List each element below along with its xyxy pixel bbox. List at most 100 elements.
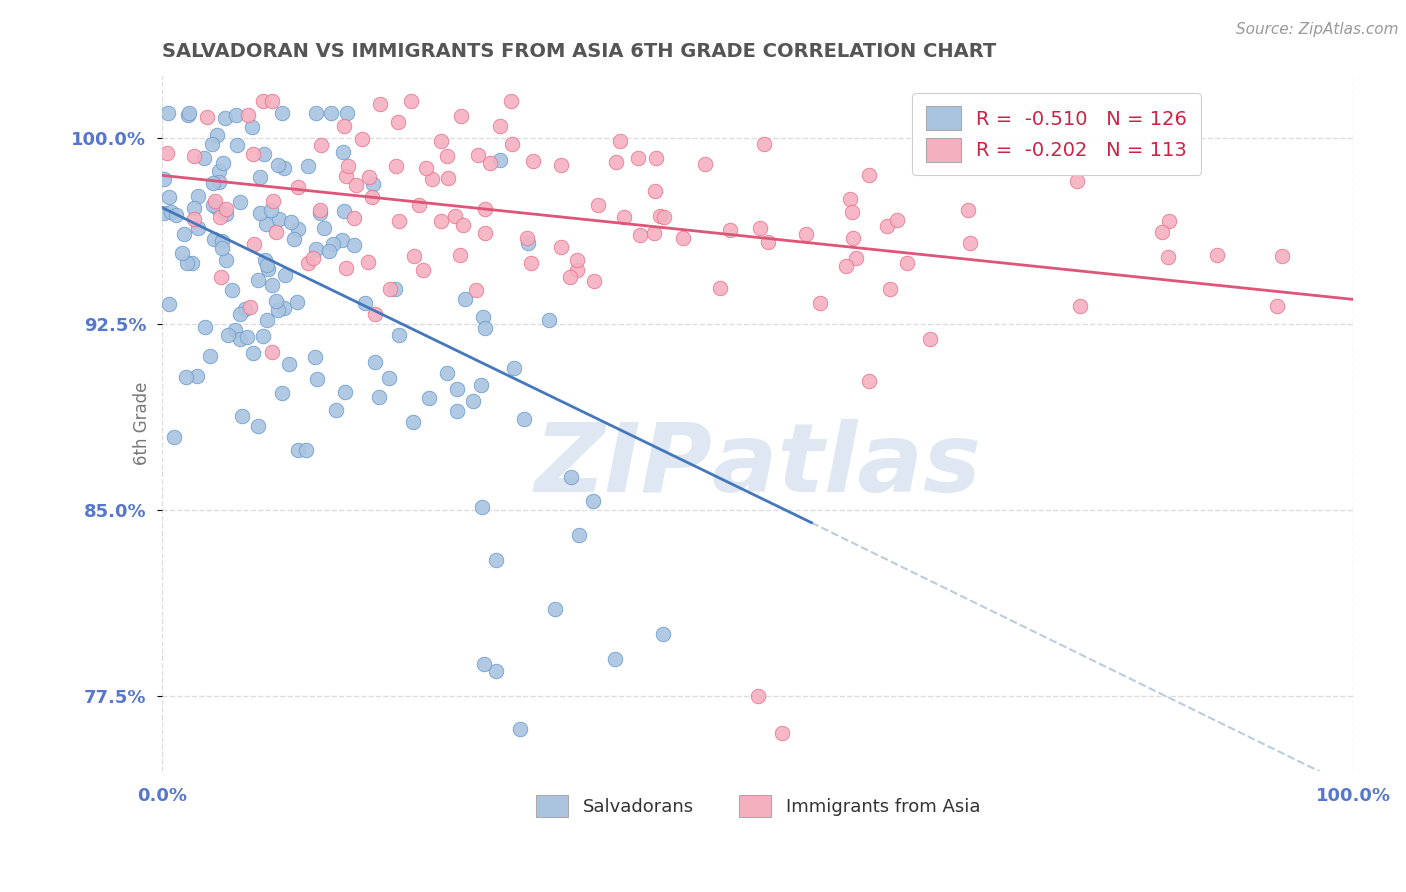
Point	[471, 500, 494, 515]
Point	[644, 184, 666, 198]
Point	[194, 319, 217, 334]
Point	[187, 189, 209, 203]
Point	[332, 145, 354, 159]
Point	[307, 372, 329, 386]
Point	[501, 137, 523, 152]
Point	[304, 351, 326, 365]
Point	[267, 212, 290, 227]
Point	[467, 148, 489, 162]
Point	[325, 403, 347, 417]
Point	[229, 332, 252, 346]
Point	[267, 302, 290, 317]
Point	[538, 313, 561, 327]
Point	[204, 200, 226, 214]
Point	[297, 256, 319, 270]
Point	[201, 176, 224, 190]
Point	[609, 134, 631, 148]
Point	[344, 178, 367, 192]
Point	[1205, 248, 1227, 262]
Point	[208, 211, 231, 225]
Point	[886, 213, 908, 227]
Point	[839, 192, 862, 206]
Point	[174, 370, 197, 384]
Point	[173, 227, 195, 242]
Point	[233, 301, 256, 316]
Point	[160, 204, 183, 219]
Text: Source: ZipAtlas.com: Source: ZipAtlas.com	[1236, 22, 1399, 37]
Point	[808, 295, 831, 310]
Point	[273, 161, 295, 175]
Point	[844, 251, 866, 265]
Point	[550, 239, 572, 253]
Point	[204, 194, 226, 208]
Point	[274, 268, 297, 282]
Point	[287, 443, 309, 458]
Point	[221, 283, 243, 297]
Point	[240, 120, 263, 134]
Point	[1271, 249, 1294, 263]
Point	[256, 258, 278, 272]
Point	[332, 119, 354, 133]
Point	[208, 175, 231, 189]
Text: ZIP​atlas: ZIP​atlas	[534, 418, 981, 512]
Point	[264, 225, 287, 239]
Point	[183, 202, 205, 216]
Point	[333, 385, 356, 400]
Point	[297, 159, 319, 173]
Point	[229, 194, 252, 209]
Point	[605, 154, 627, 169]
Point	[309, 206, 332, 220]
Point	[453, 218, 475, 232]
Point	[195, 110, 218, 124]
Point	[463, 393, 485, 408]
Point	[513, 412, 536, 426]
Point	[567, 263, 589, 277]
Point	[305, 242, 328, 256]
Point	[350, 132, 373, 146]
Point	[211, 241, 233, 255]
Point	[474, 320, 496, 334]
Point	[565, 252, 588, 267]
Point	[309, 203, 332, 218]
Point	[402, 415, 425, 429]
Point	[672, 231, 695, 245]
Point	[243, 237, 266, 252]
Point	[177, 108, 200, 122]
Point	[454, 292, 477, 306]
Point	[582, 493, 605, 508]
Point	[238, 108, 260, 122]
Point	[399, 94, 422, 108]
Point	[209, 269, 232, 284]
Point	[695, 157, 717, 171]
Point	[472, 657, 495, 671]
Point	[520, 255, 543, 269]
Point	[501, 94, 523, 108]
Point	[152, 206, 174, 220]
Point	[709, 281, 731, 295]
Point	[264, 293, 287, 308]
Point	[312, 221, 335, 235]
Point	[202, 197, 225, 211]
Point	[1150, 225, 1173, 239]
Point	[568, 528, 591, 542]
Point	[335, 260, 357, 275]
Point	[183, 149, 205, 163]
Point	[489, 120, 512, 134]
Point	[252, 329, 274, 343]
Point	[170, 245, 193, 260]
Point	[412, 263, 434, 277]
Point	[236, 329, 259, 343]
Point	[794, 227, 817, 242]
Point	[465, 284, 488, 298]
Point	[214, 111, 236, 125]
Point	[181, 256, 204, 270]
Point	[957, 203, 980, 218]
Point	[260, 277, 283, 292]
Legend: Salvadorans, Immigrants from Asia: Salvadorans, Immigrants from Asia	[529, 788, 987, 824]
Point	[157, 297, 180, 311]
Point	[415, 161, 437, 176]
Point	[254, 218, 277, 232]
Point	[630, 227, 652, 242]
Point	[253, 146, 276, 161]
Point	[446, 404, 468, 418]
